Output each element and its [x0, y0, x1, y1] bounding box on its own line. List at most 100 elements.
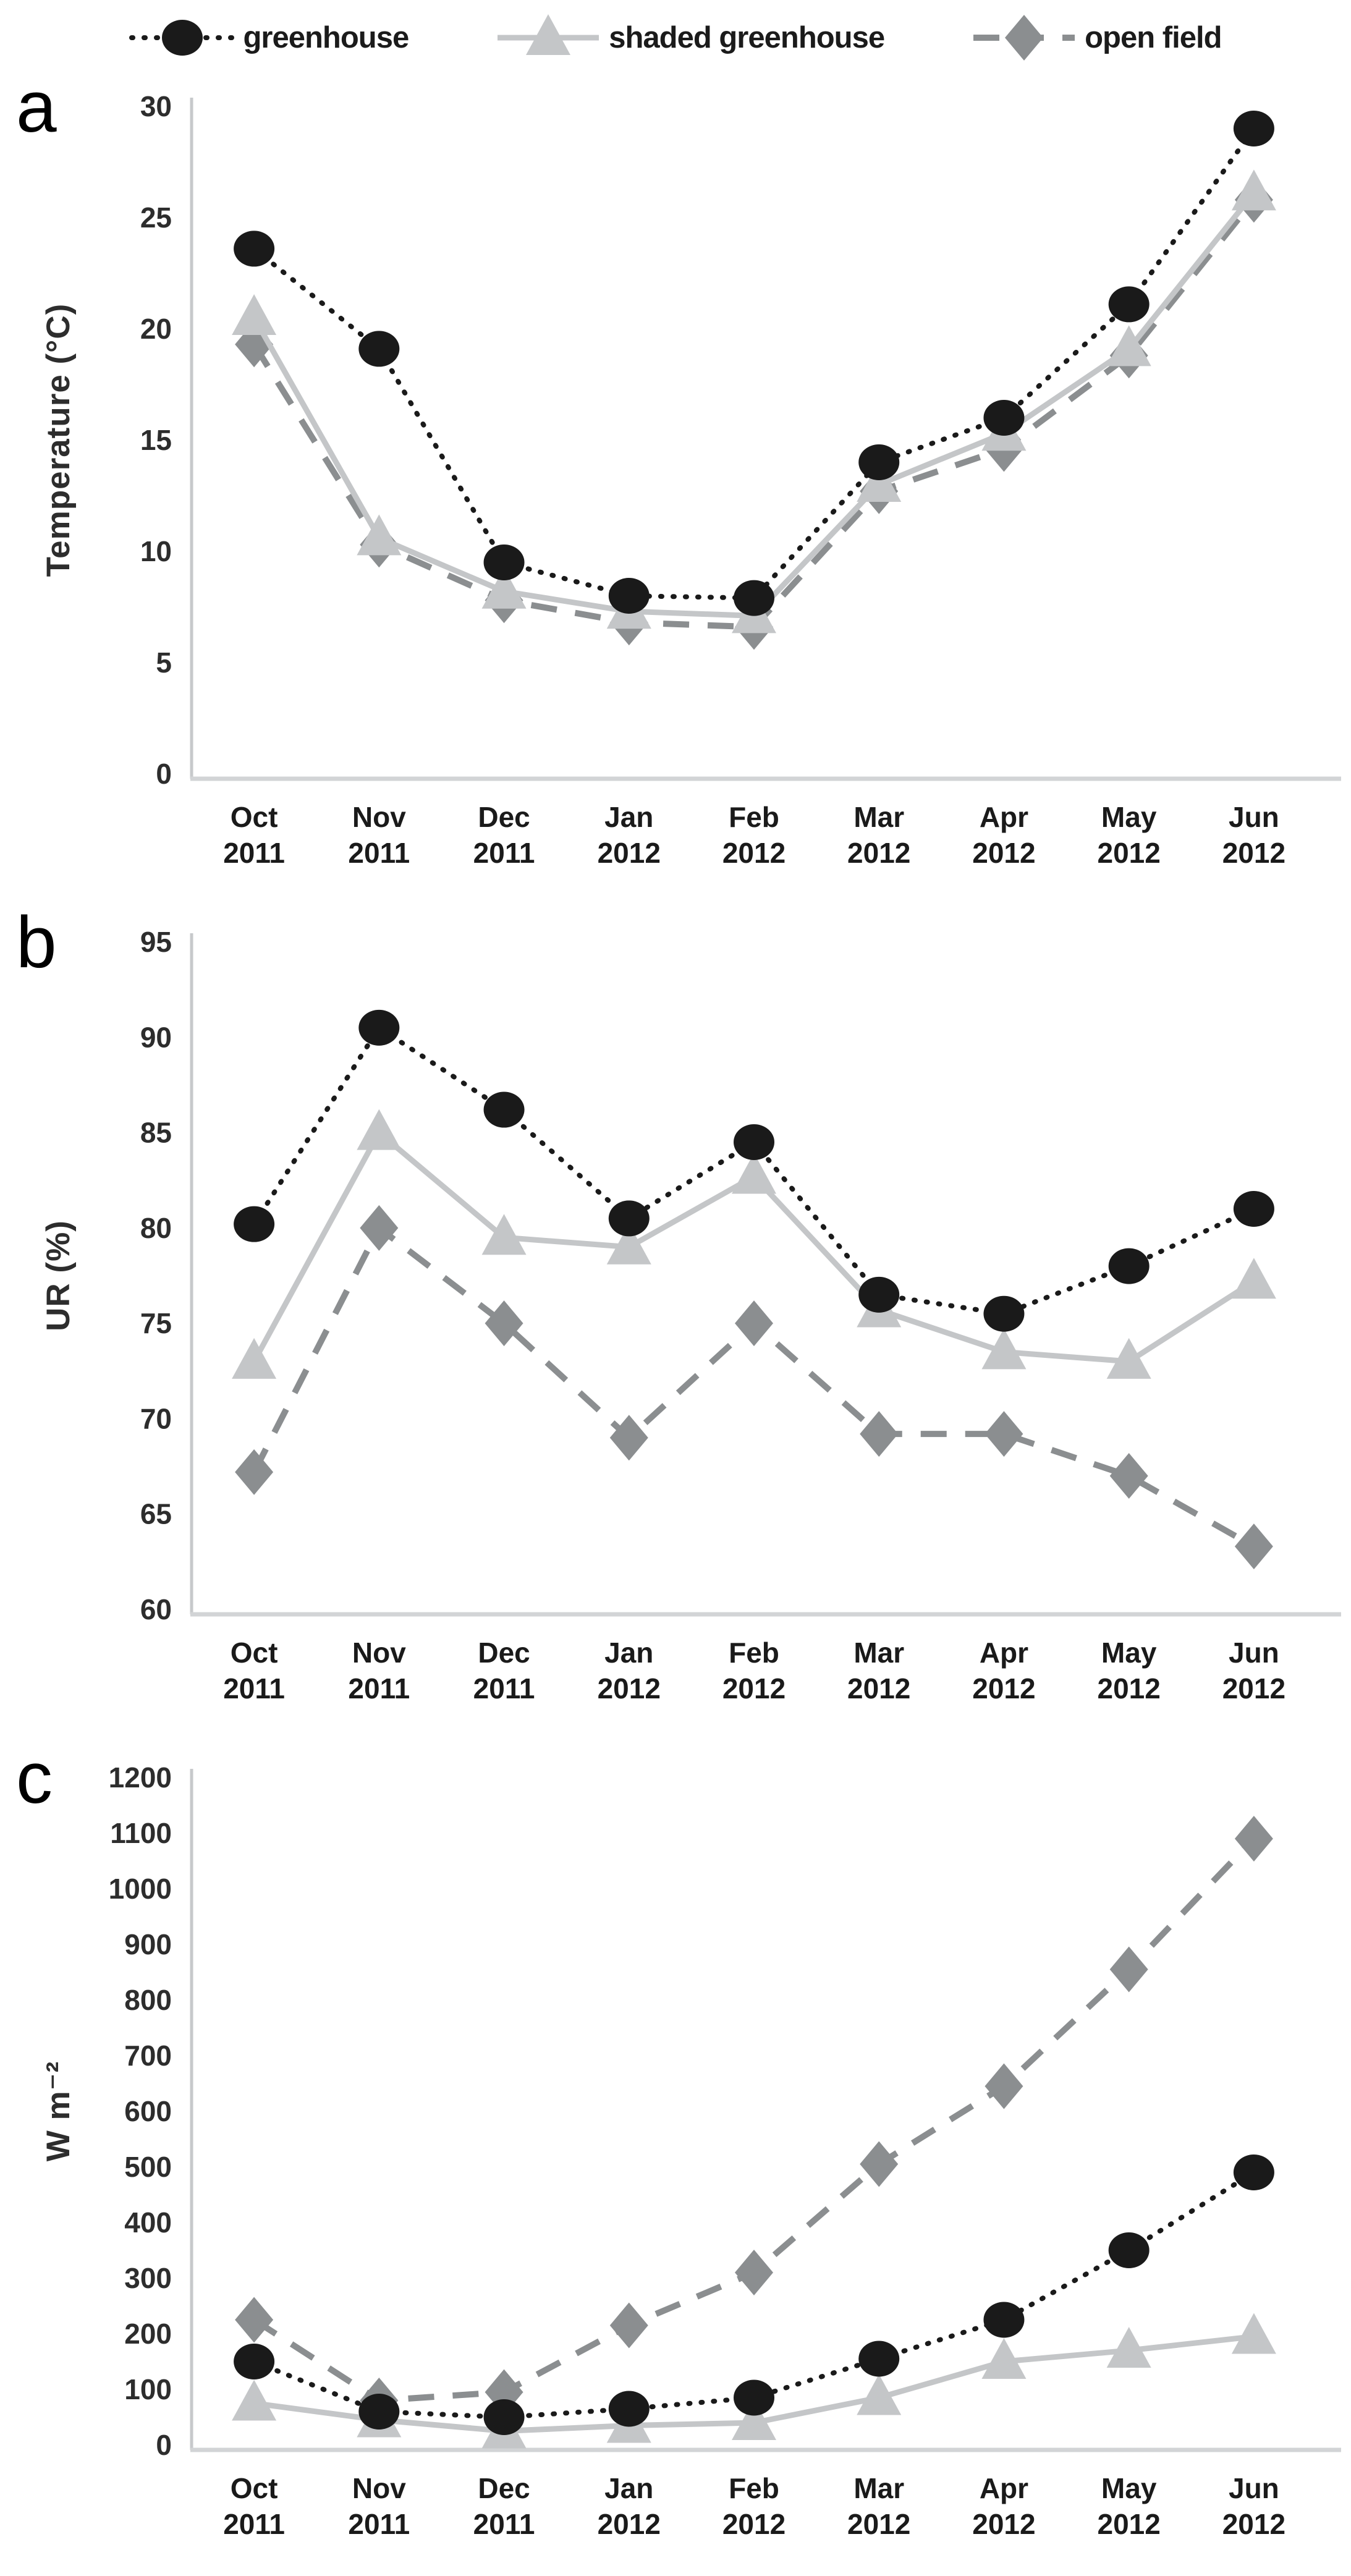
diamond-marker	[235, 2297, 274, 2343]
svg-text:75: 75	[140, 1307, 172, 1339]
svg-text:Jan: Jan	[604, 801, 653, 833]
svg-text:May: May	[1101, 2472, 1157, 2504]
svg-text:800: 800	[124, 1984, 172, 2016]
svg-text:65: 65	[140, 1498, 172, 1530]
y-axis-tick-labels: 0 100 200 300 400 500 600 700 800 900 1000 1100 1200	[109, 1761, 172, 2461]
svg-text:600: 600	[124, 2095, 172, 2127]
triangle-marker	[981, 2338, 1027, 2379]
triangle-marker	[526, 14, 571, 55]
svg-text:0: 0	[156, 758, 172, 790]
circle-marker	[608, 2391, 650, 2427]
circle-marker	[608, 1200, 650, 1237]
open-field-marker-icon	[973, 15, 1075, 61]
svg-text:Jun: Jun	[1229, 801, 1279, 833]
triangle-marker	[857, 461, 902, 502]
svg-text:Dec: Dec	[478, 2472, 530, 2504]
triangle-marker	[1106, 2327, 1151, 2368]
svg-text:2012: 2012	[1097, 837, 1160, 869]
svg-text:2011: 2011	[473, 837, 535, 869]
svg-text:300: 300	[124, 2262, 172, 2294]
svg-text:2012: 2012	[1222, 837, 1285, 869]
legend-label-open-field: open field	[1085, 21, 1222, 54]
diamond-marker	[609, 2302, 648, 2349]
svg-text:80: 80	[140, 1212, 172, 1244]
triangle-marker	[1231, 169, 1276, 211]
x-axis-labels: Oct 2011 Nov 2011 Dec 2011 Jan 2012 Feb 2012 Mar 20…	[223, 801, 1285, 869]
circle-marker	[858, 444, 900, 480]
circle-marker	[162, 20, 203, 56]
diamond-marker	[1234, 1523, 1273, 1570]
svg-text:2012: 2012	[722, 837, 786, 869]
svg-text:2012: 2012	[1097, 2508, 1160, 2540]
circle-marker	[358, 2394, 400, 2430]
triangle-marker	[481, 1214, 527, 1255]
svg-text:2011: 2011	[473, 1672, 535, 1705]
svg-text:70: 70	[140, 1402, 172, 1434]
svg-text:700: 700	[124, 2040, 172, 2072]
svg-text:2012: 2012	[1222, 2508, 1285, 2540]
svg-text:Nov: Nov	[352, 2472, 406, 2504]
svg-text:2012: 2012	[722, 2508, 786, 2540]
svg-text:2012: 2012	[847, 1672, 910, 1705]
svg-text:400: 400	[124, 2206, 172, 2239]
series-open-field	[235, 177, 1273, 650]
triangle-marker	[232, 2379, 277, 2421]
legend: greenhouse shaded greenhouse open field	[0, 0, 1351, 69]
triangle-marker	[357, 1109, 402, 1150]
series-greenhouse	[234, 111, 1274, 616]
svg-text:100: 100	[124, 2373, 172, 2405]
circle-marker	[858, 1276, 900, 1313]
legend-label-greenhouse: greenhouse	[243, 21, 409, 54]
legend-item-open-field: open field	[971, 14, 1222, 61]
triangle-marker	[481, 567, 527, 609]
circle-marker	[983, 400, 1025, 436]
series-greenhouse	[234, 2154, 1274, 2435]
svg-text:2011: 2011	[223, 2508, 285, 2540]
series-greenhouse	[234, 1009, 1274, 1332]
panel-letter-a: a	[16, 66, 57, 148]
diamond-marker	[735, 2250, 773, 2295]
svg-text:2012: 2012	[972, 837, 1035, 869]
svg-text:2012: 2012	[972, 2508, 1035, 2540]
circle-marker	[858, 2341, 900, 2377]
shaded-greenhouse-marker-icon	[498, 14, 599, 55]
diamond-marker	[735, 1300, 773, 1347]
svg-text:Dec: Dec	[478, 801, 530, 833]
svg-text:95: 95	[140, 926, 172, 958]
svg-text:2011: 2011	[473, 2508, 535, 2540]
svg-text:Jan: Jan	[604, 1637, 653, 1669]
svg-text:2012: 2012	[1222, 1672, 1285, 1705]
series-open-field	[235, 1816, 1273, 2423]
legend-item-greenhouse: greenhouse	[129, 14, 409, 61]
svg-text:Apr: Apr	[980, 801, 1028, 833]
triangle-marker	[357, 514, 402, 556]
legend-item-shaded-greenhouse: shaded greenhouse	[495, 14, 885, 61]
triangle-marker	[732, 2399, 776, 2440]
circle-marker	[483, 1091, 525, 1128]
circle-marker	[234, 2344, 275, 2379]
legend-label-shaded-greenhouse: shaded greenhouse	[609, 21, 885, 54]
y-axis-tick-labels: 60 65 70 75 80 85 90 95	[140, 926, 172, 1625]
triangle-marker	[732, 1153, 776, 1194]
svg-text:30: 30	[140, 90, 172, 122]
svg-text:25: 25	[140, 201, 172, 234]
panel-letter-c: c	[16, 1737, 53, 1819]
svg-text:May: May	[1101, 801, 1157, 833]
svg-text:900: 900	[124, 1928, 172, 1960]
triangle-marker	[1106, 325, 1151, 366]
circle-marker	[1108, 286, 1150, 323]
diamond-marker	[235, 1449, 274, 1495]
triangle-marker	[232, 294, 277, 335]
y-axis-title: UR (%)	[40, 1220, 77, 1331]
diamond-marker	[1109, 1453, 1148, 1499]
diamond-marker	[609, 1415, 648, 1461]
circle-marker	[1233, 1191, 1274, 1227]
diamond-marker	[1109, 1946, 1148, 1993]
svg-text:2011: 2011	[223, 837, 285, 869]
circle-marker	[608, 578, 650, 614]
svg-text:Mar: Mar	[853, 2472, 904, 2504]
svg-text:Mar: Mar	[853, 801, 904, 833]
y-axis-title: W m⁻²	[40, 2061, 77, 2162]
triangle-marker	[606, 1223, 651, 1265]
